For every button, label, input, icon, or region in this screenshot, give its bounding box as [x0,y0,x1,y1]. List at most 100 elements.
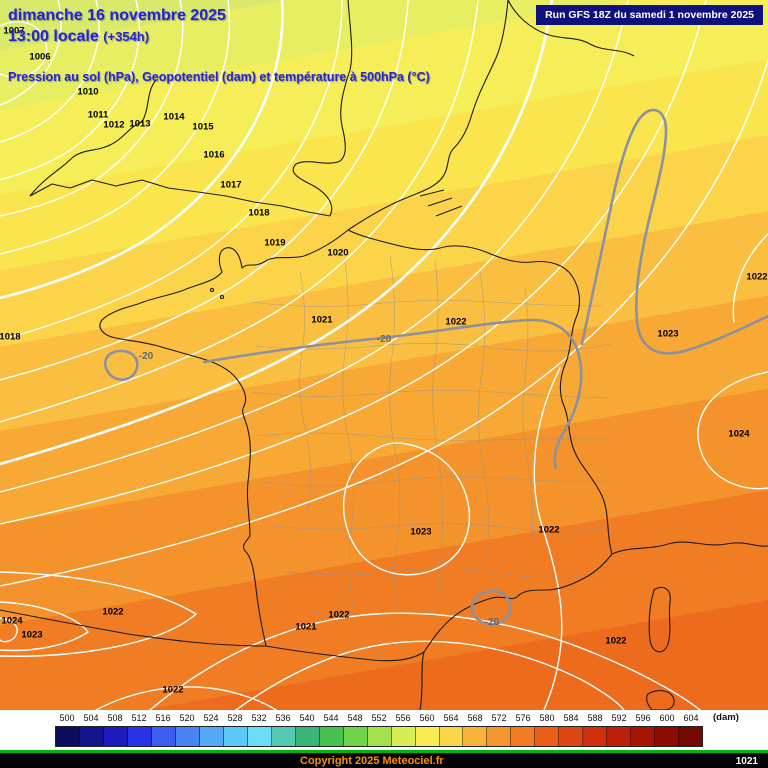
legend-swatch [56,727,80,746]
isobar-label: 1018 [248,207,270,219]
isobar-label: 1022 [102,606,124,618]
legend-swatch [487,727,512,746]
temperature-contours [103,108,768,626]
legend-swatch [511,727,536,746]
isobar-label: 1024 [1,615,23,627]
legend-value: 508 [107,712,123,723]
forecast-offset: (+354h) [103,29,150,44]
legend-swatch [319,727,344,746]
legend-value: 596 [635,712,651,723]
map-label-layer: 1007 1006 1010 1011 1012 1013 1014 1015 1016 1017… [0,25,768,696]
isobar-label: 1021 [295,621,317,633]
legend-value: 564 [443,712,459,723]
isobar-label: 1007 [3,25,25,37]
temperature-label: -20 [376,334,392,345]
legend-value: 604 [683,712,699,723]
isobar-contours [0,0,768,710]
legend-swatch [247,727,272,746]
isobar-label: 1014 [163,111,185,123]
isobar-label: 1017 [220,179,242,191]
legend-values-row: 500 504 508 512 516 520 524 528 532 536 540 544 548 5… [0,711,768,724]
temperature-label: -20 [484,617,500,628]
legend-value: 556 [395,712,411,723]
isobar-label: 1010 [77,86,99,98]
legend-swatch [79,727,104,746]
legend-value: 536 [275,712,291,723]
legend-swatch [559,727,584,746]
legend-value: 572 [491,712,507,723]
legend-swatch [583,727,608,746]
legend-value: 512 [131,712,147,723]
isobar-label: 1022 [746,271,768,283]
isobar-label: 1023 [657,328,679,340]
isobar-label: 1024 [728,428,750,440]
legend-swatch [127,727,152,746]
copyright-text: Copyright 2025 Meteociel.fr [300,755,444,767]
legend-value: 592 [611,712,627,723]
forecast-time-text: 13:00 locale [8,28,99,45]
isobar-label: 1006 [29,51,51,63]
forecast-date: dimanche 16 novembre 2025 [8,7,226,24]
legend-colorbar [55,726,703,747]
isobar-label: 1016 [203,149,225,161]
footer-bar: Copyright 2025 Meteociel.fr 1021 [0,750,768,768]
map-contour-layer [0,0,768,710]
isobar-label: 1022 [162,684,184,696]
legend-swatch [631,727,656,746]
isobar-label: 1023 [21,629,43,641]
isobar-label: 1012 [103,119,125,131]
legend-value: 532 [251,712,267,723]
map-subtitle: Pression au sol (hPa), Geopotentiel (dam… [8,70,430,84]
isobar-label: 1023 [410,526,432,538]
isobar-label: 1021 [311,314,333,326]
legend-values: 500 504 508 512 516 520 524 528 532 536 540 544 548 5… [55,713,703,723]
legend-value: 568 [467,712,483,723]
run-info-box: Run GFS 18Z du samedi 1 novembre 2025 [536,5,763,25]
coastlines [0,0,768,710]
legend-swatch [415,727,440,746]
legend-value: 528 [227,712,243,723]
isobar-label: 1011 [87,109,109,121]
legend-swatch [343,727,368,746]
legend-swatch [439,727,464,746]
legend-swatch [295,727,320,746]
legend-swatch [175,727,200,746]
legend-colorbar-wrap [0,726,768,747]
isobar-label: 1015 [192,121,214,133]
legend-swatch [199,727,224,746]
legend-swatch [607,727,632,746]
legend-value: 520 [179,712,195,723]
isobar-label: 1022 [605,635,627,647]
legend-swatch [463,727,488,746]
legend-unit: (dam) [713,712,739,723]
footer-isobar-label: 1021 [735,756,758,767]
legend-value: 548 [347,712,363,723]
isobar-label: 1022 [328,609,350,621]
legend-value: 552 [371,712,387,723]
legend-value: 516 [155,712,171,723]
isobar-label: 1020 [327,247,349,259]
legend-swatch [103,727,128,746]
legend-value: 504 [83,712,99,723]
isobar-label: 1018 [0,331,21,343]
isobar-label: 1013 [129,118,151,130]
legend-value: 576 [515,712,531,723]
legend-value: 500 [59,712,75,723]
legend-swatch [151,727,176,746]
department-borders [251,255,612,616]
legend-value: 540 [299,712,315,723]
legend-swatch [391,727,416,746]
temperature-label: -20 [138,351,154,362]
isobar-label: 1022 [538,524,560,536]
legend-swatch [271,727,296,746]
legend-swatch [535,727,560,746]
legend-value: 580 [539,712,555,723]
isobar-label: 1022 [445,316,467,328]
legend-value: 560 [419,712,435,723]
legend-value: 544 [323,712,339,723]
legend-swatch [655,727,680,746]
legend-swatch [367,727,392,746]
legend-value: 600 [659,712,675,723]
isobar-label: 1019 [264,237,286,249]
